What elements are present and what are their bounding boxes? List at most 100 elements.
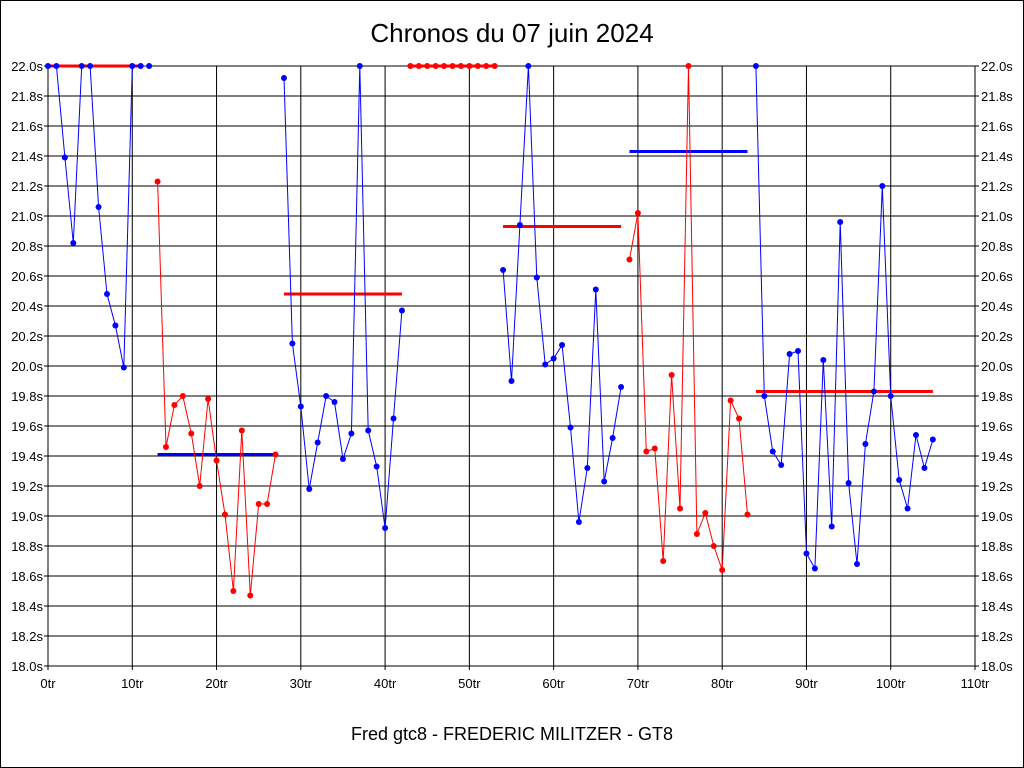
data-point <box>297 403 304 410</box>
data-point <box>862 441 869 447</box>
data-point <box>78 63 85 69</box>
data-point <box>913 432 920 438</box>
y-tick-label-right: 21.0s <box>981 209 1013 224</box>
data-point <box>382 525 389 531</box>
y-tick-label-right: 18.2s <box>981 629 1013 644</box>
x-tick-label: 30tr <box>290 676 313 691</box>
x-tick-label: 90tr <box>795 676 818 691</box>
data-point <box>356 63 363 69</box>
data-point <box>70 240 77 246</box>
series-group <box>45 63 936 599</box>
data-point <box>710 543 717 549</box>
y-tick-label-right: 19.8s <box>981 389 1013 404</box>
data-point <box>820 357 827 363</box>
x-tick-label: 110tr <box>961 676 990 691</box>
data-point <box>491 63 498 69</box>
y-tick-label-right: 20.2s <box>981 329 1013 344</box>
chart-footer-label: Fred gtc8 - FREDERIC MILITZER - GT8 <box>350 724 674 744</box>
data-point <box>171 402 178 408</box>
data-point <box>432 63 439 69</box>
data-point <box>896 477 903 483</box>
data-point <box>685 63 692 69</box>
y-tick-label-left: 20.4s <box>11 299 43 314</box>
data-point <box>415 63 422 69</box>
data-point <box>702 510 709 516</box>
data-point <box>559 342 566 348</box>
data-point <box>398 307 405 314</box>
y-tick-label-right: 19.6s <box>981 419 1013 434</box>
y-tick-label-left: 21.2s <box>11 179 43 194</box>
data-point <box>255 501 262 507</box>
y-tick-label-left: 21.8s <box>11 89 43 104</box>
x-tick-label: 100tr <box>876 676 906 691</box>
series-line <box>629 65 748 571</box>
y-tick-label-left: 18.2s <box>11 629 43 644</box>
y-tick-label-right: 20.0s <box>981 359 1013 374</box>
data-point <box>441 63 448 69</box>
tick-labels: 0tr 10tr 20tr 30tr 40tr 50tr 60tr 70tr 80tr 90tr 1… <box>11 59 1013 691</box>
data-point <box>53 63 60 69</box>
data-point <box>264 501 271 507</box>
y-tick-label-right: 20.4s <box>981 299 1013 314</box>
series-line <box>755 65 934 571</box>
data-point <box>567 424 574 431</box>
data-point <box>769 448 776 455</box>
data-point <box>533 274 540 281</box>
y-tick-label-right: 20.6s <box>981 269 1013 284</box>
y-tick-label-left: 21.6s <box>11 119 43 134</box>
data-point <box>103 291 110 297</box>
data-point <box>61 154 68 161</box>
data-point <box>668 372 675 378</box>
x-tick-label: 0tr <box>40 676 56 691</box>
y-tick-label-left: 20.8s <box>11 239 43 254</box>
data-point <box>761 393 768 399</box>
y-tick-label-left: 21.0s <box>11 209 43 224</box>
x-tick-label: 70tr <box>627 676 650 691</box>
data-point <box>525 63 532 69</box>
y-tick-label-right: 19.4s <box>981 449 1013 464</box>
data-point <box>550 355 557 362</box>
data-point <box>693 531 700 537</box>
data-point <box>845 480 852 486</box>
data-point <box>339 456 346 462</box>
data-point <box>407 63 414 69</box>
data-point <box>314 439 321 446</box>
data-point <box>803 550 810 557</box>
x-tick-label: 10tr <box>121 676 144 691</box>
y-tick-label-left: 20.6s <box>11 269 43 284</box>
data-point <box>137 63 144 69</box>
data-point <box>618 384 625 390</box>
data-point <box>205 396 212 402</box>
data-point <box>112 322 119 329</box>
data-point <box>154 178 161 185</box>
y-tick-label-right: 20.8s <box>981 239 1013 254</box>
y-tick-label-right: 21.6s <box>981 119 1013 134</box>
data-point <box>744 511 751 518</box>
data-point <box>854 561 861 567</box>
data-point <box>677 505 684 512</box>
data-point <box>331 399 338 405</box>
data-point <box>837 219 844 225</box>
y-tick-label-left: 18.8s <box>11 539 43 554</box>
x-tick-label: 50tr <box>458 676 481 691</box>
data-point <box>904 505 911 512</box>
data-point <box>449 63 456 69</box>
data-point <box>348 430 355 437</box>
y-tick-label-left: 19.8s <box>11 389 43 404</box>
data-point <box>786 351 793 357</box>
x-tick-label: 60tr <box>542 676 565 691</box>
data-point <box>323 393 330 399</box>
data-point <box>390 415 397 422</box>
series-line <box>48 65 150 368</box>
data-point <box>736 415 743 422</box>
y-tick-label-left: 19.0s <box>11 509 43 524</box>
data-point <box>365 427 372 434</box>
data-point <box>752 63 759 69</box>
data-point <box>280 75 287 81</box>
data-point <box>575 519 582 525</box>
data-point <box>87 63 94 69</box>
y-tick-label-left: 18.6s <box>11 569 43 584</box>
y-tick-label-left: 18.0s <box>11 659 43 674</box>
grid <box>44 65 979 670</box>
